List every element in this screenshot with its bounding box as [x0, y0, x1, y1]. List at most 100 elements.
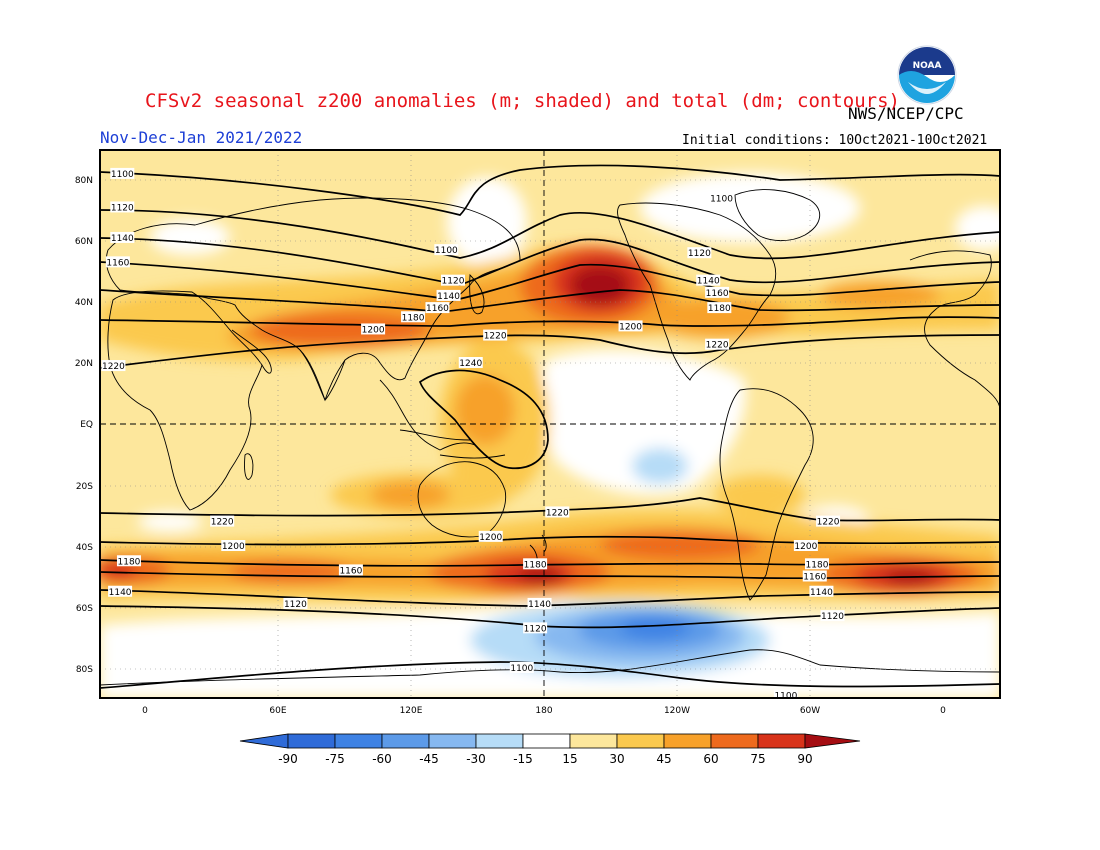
lon-label-60w: 60W [800, 706, 820, 716]
coastlines [100, 189, 1000, 686]
contour-label-box [436, 289, 461, 301]
colorbar-box [569, 733, 618, 749]
contour-label-box [110, 201, 135, 213]
contour-label: 1220 [101, 360, 126, 372]
lon-label-120e: 120E [400, 706, 423, 716]
colorbar-box [522, 733, 571, 749]
contour-label-box [804, 558, 829, 570]
contour-label: 1120 [110, 201, 135, 213]
lat-label-40s: 40S [76, 543, 93, 553]
contour-label-box [116, 555, 141, 567]
contour-label: 1220 [210, 515, 235, 528]
contour-label-text: 1120 [688, 249, 711, 259]
contour-1100-s [100, 661, 1000, 689]
colorbar-label: 60 [703, 752, 718, 766]
contour-label-text: 1100 [435, 246, 458, 256]
contour-label-box [709, 192, 734, 204]
contour-label-text: 1140 [111, 234, 134, 244]
lon-label-180: 180 [535, 706, 552, 716]
contour-label-text: 1220 [817, 518, 840, 528]
shade-pos90-pac [570, 265, 630, 305]
contour-label-text: 1180 [524, 560, 547, 570]
contour-label: 1220 [816, 515, 841, 528]
colorbar-label: 45 [656, 752, 671, 766]
coast-japan [469, 273, 485, 315]
contour-label-box [221, 540, 246, 551]
contour-label-box [523, 622, 548, 634]
map-frame [99, 149, 1001, 699]
coast-greenland [734, 189, 820, 242]
colorbar-label: 15 [562, 752, 577, 766]
shade-neutral-arctic-east [955, 206, 1000, 250]
shade-neutral-sthtropics [138, 512, 202, 532]
contour-label: 1120 [687, 247, 712, 259]
contour-label: 1140 [108, 585, 133, 598]
colorbar-label: 30 [609, 752, 624, 766]
contour-label-box [802, 570, 827, 582]
lon-label-60e: 60E [269, 706, 286, 716]
contour-1120-s [100, 605, 1000, 629]
shade-neutral-pacific [542, 349, 746, 496]
shade-pos45-wpac [455, 375, 515, 445]
lat-label-80n: 80N [75, 176, 93, 186]
contour-label: 1160 [338, 564, 363, 576]
contour-label-box [440, 274, 465, 286]
colorbar-arrow-low [239, 733, 289, 749]
contour-label-box [707, 302, 732, 314]
colorbar-label: -45 [419, 752, 439, 766]
agency-label: NWS/NCEP/CPC [848, 104, 964, 123]
contour-1140-n [100, 237, 1000, 286]
shade-pos45-sind [370, 481, 450, 509]
colorbar-box [757, 733, 806, 749]
latitude-axis: 80N 60N 40N 20N EQ 20S 40S 60S 80S [75, 176, 93, 675]
contour-label-box [696, 274, 721, 286]
contour-label: 1200 [793, 540, 818, 552]
reference-lines [100, 150, 1000, 698]
colorbar-box [334, 733, 383, 749]
shade-pos45-natl [650, 298, 790, 338]
contour-label-text: 1140 [437, 292, 460, 302]
contour-label: 1200 [221, 540, 246, 552]
shade-neutral-europe [150, 219, 230, 255]
contour-label-box [110, 231, 135, 243]
longitude-axis: 0 60E 120E 180 120W 60W 0 [142, 706, 946, 716]
contour-label-box [545, 506, 570, 518]
contour-label-box [108, 585, 133, 597]
contour-label-text: 1100 [774, 691, 797, 701]
contour-label-text: 1160 [106, 258, 129, 268]
contour-label: 1120 [283, 597, 308, 610]
contour-label-text: 1220 [102, 362, 125, 372]
contour-label-box [705, 338, 730, 350]
contour-label-text: 1180 [402, 313, 425, 323]
colorbar-label: -15 [513, 752, 533, 766]
contour-label: 1220 [545, 506, 570, 518]
colorbar-box [663, 733, 712, 749]
contour-label-text: 1140 [697, 277, 720, 287]
coast-indonesia [399, 429, 506, 459]
initial-conditions-label: Initial conditions: 10Oct2021-10Oct2021 [682, 133, 988, 148]
contour-label-text: 1140 [109, 588, 132, 598]
contour-label-box [509, 662, 534, 673]
contour-label-box [210, 515, 235, 527]
contour-label: 1180 [401, 311, 426, 323]
contour-label-box [820, 610, 845, 622]
contour-label: 1180 [523, 558, 548, 570]
shade-pos60-sh2 [600, 530, 760, 560]
lat-label-40n: 40N [75, 298, 93, 308]
contour-label-text: 1120 [524, 624, 547, 634]
contour-label-text: 1200 [362, 325, 385, 335]
contour-label-box [283, 597, 308, 609]
contour-label: 1140 [809, 585, 834, 598]
contour-label: 1200 [618, 320, 643, 332]
logo-text: NOAA [913, 61, 942, 71]
coast-india [299, 349, 346, 402]
contour-label-text: 1160 [339, 566, 362, 576]
contour-label-text: 1180 [708, 304, 731, 314]
shade-pos60-asia [250, 312, 430, 348]
contour-label-text: 1240 [459, 359, 482, 369]
contour-label: 1180 [116, 555, 141, 567]
contour-label: 1200 [478, 530, 503, 543]
colorbar-box [381, 733, 430, 749]
lat-label-80s: 80S [76, 665, 93, 675]
contour-label: 1180 [707, 302, 732, 314]
